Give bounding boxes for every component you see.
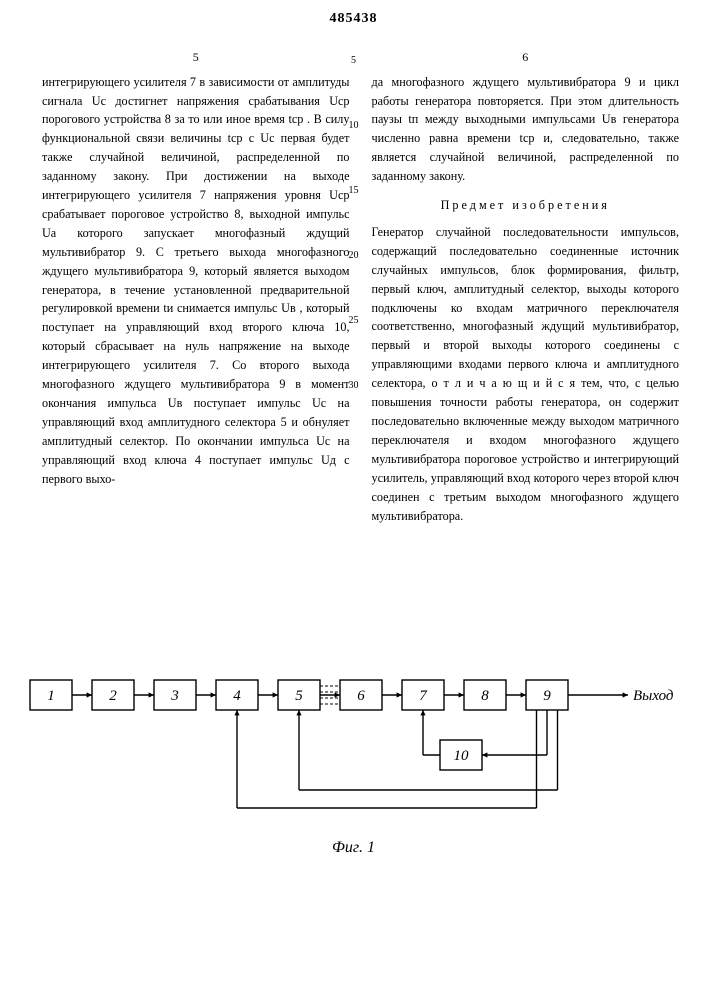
col-number-right: 6 [372,48,680,67]
svg-text:Выход: Выход [633,688,674,704]
line-number: 10 [343,121,365,131]
claims-heading: Предмет изобретения [372,196,680,215]
line-number: 25 [343,316,365,326]
body-text-left: интегрирующего усилителя 7 в зависимости… [42,73,350,489]
svg-text:1: 1 [47,688,55,704]
line-number: 20 [343,251,365,261]
patent-number: 485438 [0,8,707,30]
svg-text:8: 8 [481,688,489,704]
line-number: 15 [343,186,365,196]
svg-text:9: 9 [543,688,551,704]
svg-text:6: 6 [357,688,365,704]
figure-svg: 12345678910Выход [20,630,687,820]
col-number-left: 5 [42,48,350,67]
svg-text:2: 2 [109,688,117,704]
figure-caption: Фиг. 1 [20,836,687,861]
left-column: 5 интегрирующего усилителя 7 в зависимос… [42,48,350,525]
figure-1: 12345678910Выход Фиг. 1 [20,630,687,861]
line-number: 30 [343,381,365,391]
body-text-right-1: да многофазного ждущего мультивибратора … [372,73,680,186]
svg-text:4: 4 [233,688,241,704]
line-number-gutter: 5 10 15 20 25 30 [343,56,365,446]
body-text-right-2: Генератор случайной последовательности и… [372,223,680,526]
svg-text:10: 10 [454,748,470,764]
svg-text:5: 5 [295,688,303,704]
page-root: 485438 5 10 15 20 25 30 5 интегрирующего… [0,0,707,1000]
line-number: 5 [343,56,365,66]
right-column: 6 да многофазного ждущего мультивибратор… [372,48,680,525]
svg-text:3: 3 [170,688,179,704]
